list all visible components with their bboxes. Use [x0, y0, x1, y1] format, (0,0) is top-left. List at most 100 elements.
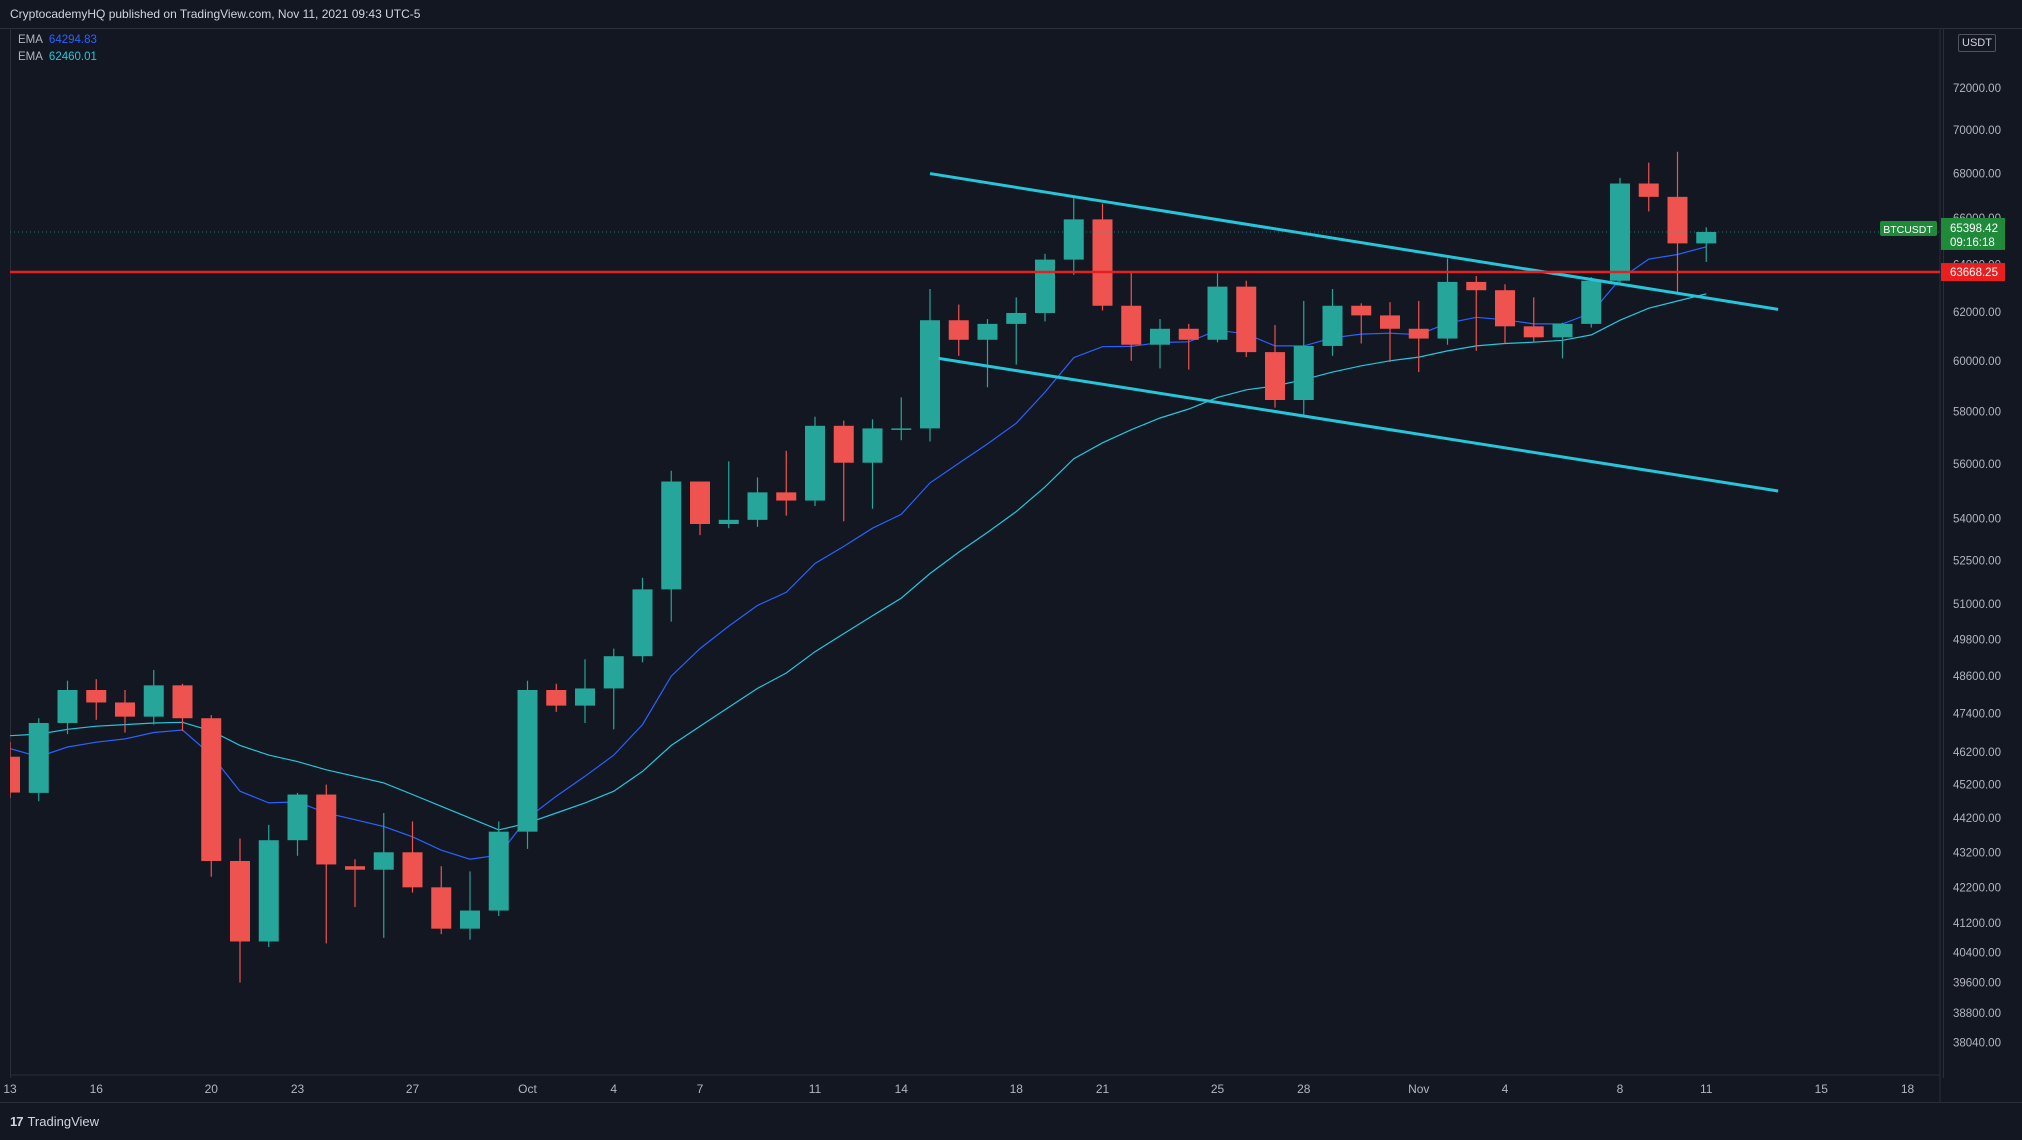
candle-body [805, 425, 825, 501]
x-tick-label: 18 [1901, 1082, 1915, 1096]
currency-unit-button[interactable]: USDT [1958, 34, 1996, 52]
candle-body [1265, 352, 1285, 400]
legend-ema-slow[interactable]: EMA 62460.01 [18, 51, 97, 63]
chart-frame[interactable] [10, 28, 1944, 1078]
candle-body [1236, 286, 1257, 353]
candle-body [1408, 328, 1429, 339]
x-tick-label: 8 [1617, 1082, 1624, 1096]
ema-fast-line [10, 246, 1707, 860]
tradingview-logo[interactable]: 17 TradingView [10, 1114, 99, 1129]
candle-body [1610, 183, 1630, 281]
x-tick-label: 11 [809, 1082, 822, 1096]
legend-ema-fast[interactable]: EMA 64294.83 [18, 34, 97, 46]
candle-body [690, 481, 710, 525]
candle-body [172, 685, 193, 719]
candle-body [546, 689, 567, 706]
y-tick-label: 46200.00 [1953, 747, 2001, 759]
y-tick-label: 60000.00 [1953, 356, 2001, 368]
candle-body [460, 910, 480, 929]
bottom-bar: 17 TradingView [0, 1102, 2022, 1140]
legend-ema-slow-value: 62460.01 [48, 51, 97, 63]
candle-body [1092, 219, 1113, 306]
candle-body [1523, 326, 1544, 338]
y-tick-label: 72000.00 [1953, 83, 2001, 95]
candle-body [57, 689, 78, 723]
symbol-tag [1880, 220, 1937, 236]
x-tick-label: 15 [1815, 1082, 1829, 1096]
price-tag-value: 65398.42 [1950, 223, 1998, 235]
candle-body [258, 840, 279, 942]
price-tag [1941, 217, 2005, 250]
legend-ema-fast-value: 64294.83 [48, 34, 97, 46]
trendline-upper [929, 172, 1779, 311]
candle-body [1696, 231, 1717, 244]
x-tick-label: 14 [895, 1082, 909, 1096]
brand-label: TradingView [27, 1114, 100, 1129]
candle-body [1581, 280, 1602, 324]
candle-body [632, 589, 653, 657]
candle-body [776, 492, 797, 501]
candle-body [1121, 305, 1142, 345]
candle-body [603, 656, 624, 689]
y-tick-label: 49800.00 [1953, 635, 2001, 647]
x-tick-label: 25 [1211, 1082, 1225, 1096]
candle-body [1293, 345, 1314, 400]
x-tick-label: 13 [3, 1082, 17, 1096]
x-tick-label: 11 [1700, 1082, 1713, 1096]
y-tick-label: 44200.00 [1953, 813, 2001, 825]
candle-body [488, 831, 509, 911]
candle-body [1638, 183, 1659, 197]
candle-body [862, 428, 883, 463]
candle-body [1466, 281, 1487, 291]
x-tick-label: 20 [205, 1082, 219, 1096]
x-tick-label: 16 [90, 1082, 104, 1096]
candle-body [431, 887, 452, 929]
candle-body [1667, 196, 1688, 244]
x-tick-label: 4 [1502, 1082, 1509, 1096]
candle-body [28, 722, 49, 793]
ema-slow-line [10, 293, 1707, 831]
x-tick-label: 27 [406, 1082, 420, 1096]
candle-body [201, 718, 222, 861]
candle-body [230, 860, 250, 942]
x-tick-label: Nov [1408, 1082, 1429, 1096]
candle-body [345, 866, 365, 870]
candle-body [373, 852, 394, 870]
y-tick-label: 38800.00 [1953, 1008, 2001, 1020]
y-tick-label: 70000.00 [1953, 125, 2001, 137]
x-tick-label: 21 [1096, 1082, 1110, 1096]
y-tick-label: 54000.00 [1953, 513, 2001, 525]
candle-body [575, 688, 595, 706]
candle-body [1063, 219, 1084, 260]
candle-body [661, 481, 682, 590]
y-tick-label: 62000.00 [1953, 307, 2001, 319]
y-tick-label: 43200.00 [1953, 847, 2001, 859]
candle-body [517, 689, 538, 832]
legend-ema-fast-label: EMA [18, 34, 43, 46]
y-tick-label: 41200.00 [1953, 918, 2001, 930]
candle-body [1178, 328, 1199, 340]
candle-body [833, 425, 854, 463]
level-tag-value: 63668.25 [1950, 267, 1998, 279]
publisher-text: CryptocademyHQ published on TradingView.… [10, 7, 421, 21]
level-tag [1941, 263, 2005, 282]
x-tick-label: 4 [610, 1082, 617, 1096]
x-tick-label: 23 [291, 1082, 305, 1096]
y-tick-label: 58000.00 [1953, 407, 2001, 419]
candle-body [718, 519, 739, 525]
candle-body [1150, 328, 1170, 345]
candle-body [891, 428, 912, 430]
candle-body [747, 492, 768, 520]
candle-body [316, 794, 337, 865]
y-tick-label: 47400.00 [1953, 708, 2001, 720]
candle-body [1035, 259, 1055, 313]
candle-body [977, 323, 998, 340]
symbol-tag-label: BTCUSDT [1883, 224, 1933, 236]
y-tick-label: 45200.00 [1953, 780, 2001, 792]
y-tick-label: 68000.00 [1953, 169, 2001, 181]
y-tick-label: 42200.00 [1953, 882, 2001, 894]
candle-body [1552, 323, 1573, 338]
candle-body [1380, 315, 1400, 329]
candle-body [143, 685, 164, 717]
